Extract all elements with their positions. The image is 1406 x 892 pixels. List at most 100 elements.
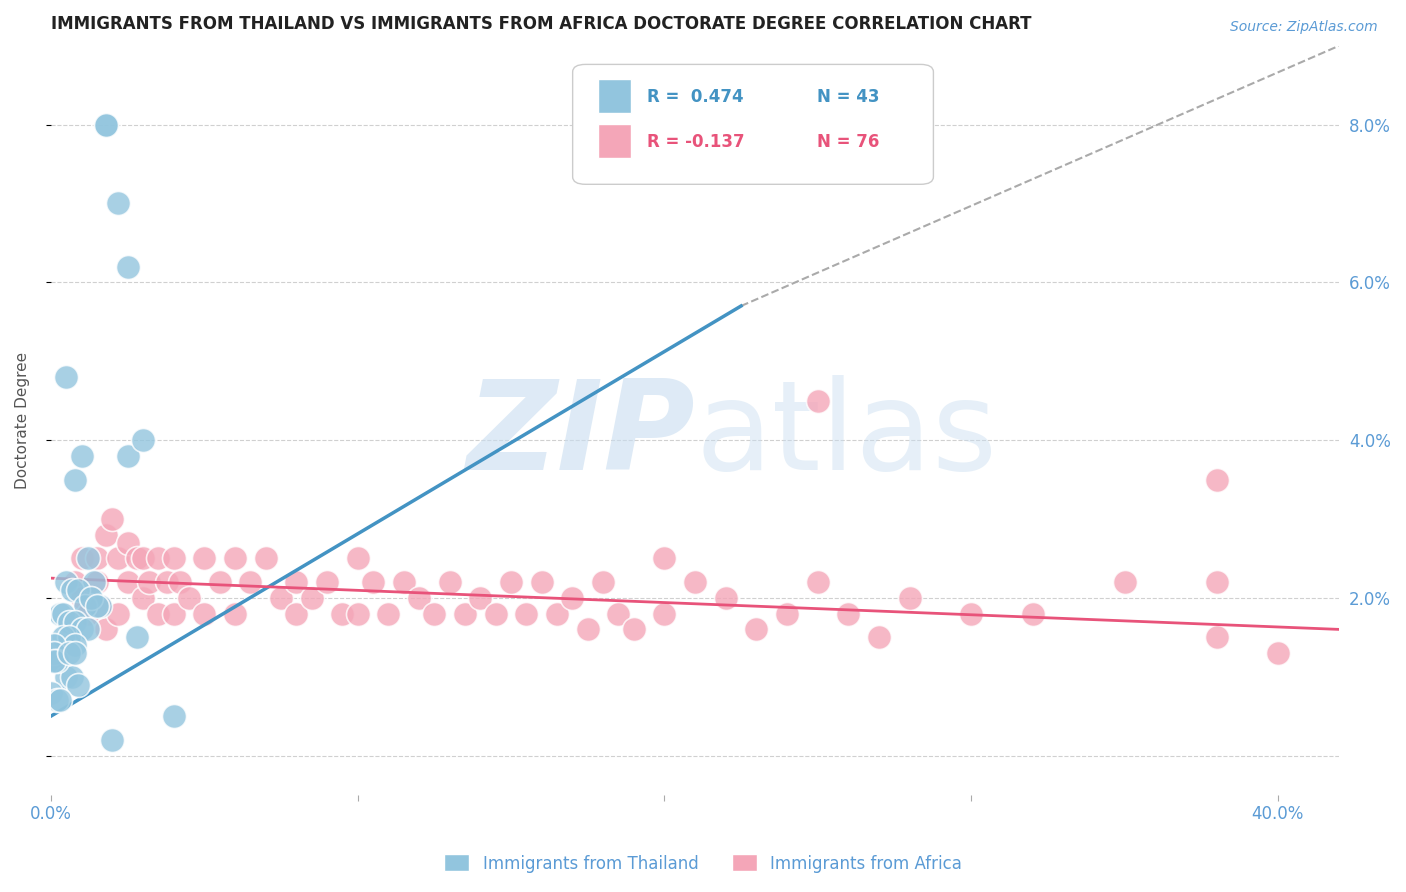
Point [39, 685, 62, 699]
Point [117, 449, 139, 463]
Point [485, 607, 508, 621]
Point [86, 575, 108, 590]
Point [107, 551, 129, 566]
Point [607, 607, 630, 621]
Point [42, 654, 65, 668]
Point [960, 607, 983, 621]
Point [270, 591, 292, 605]
Point [117, 535, 139, 549]
Point [470, 591, 492, 605]
Point [807, 575, 830, 590]
Point [162, 709, 184, 723]
Point [76, 551, 98, 566]
Point [132, 591, 155, 605]
Point [623, 623, 645, 637]
Text: R = -0.137: R = -0.137 [647, 133, 745, 151]
Point [132, 551, 155, 566]
Point [576, 623, 599, 637]
Point [117, 260, 139, 274]
Point [55, 575, 77, 590]
Point [654, 551, 676, 566]
Point [73, 599, 96, 613]
Point [162, 607, 184, 621]
Point [239, 575, 262, 590]
Text: atlas: atlas [695, 375, 997, 496]
Point [330, 607, 353, 621]
Point [101, 512, 124, 526]
Point [80, 591, 103, 605]
Point [70, 449, 93, 463]
Point [1021, 607, 1043, 621]
Point [70, 591, 93, 605]
Point [224, 607, 246, 621]
Point [439, 575, 461, 590]
Point [499, 575, 522, 590]
Point [76, 623, 98, 637]
Point [65, 615, 87, 629]
Point [65, 473, 87, 487]
Point [49, 607, 72, 621]
Point [94, 118, 117, 132]
Point [285, 607, 308, 621]
Point [49, 693, 72, 707]
Point [107, 607, 129, 621]
Point [361, 575, 384, 590]
Point [65, 646, 87, 660]
Point [46, 654, 69, 668]
Point [67, 678, 90, 692]
Point [745, 623, 768, 637]
Point [346, 551, 368, 566]
Point [515, 607, 537, 621]
Point [65, 638, 87, 652]
Point [193, 551, 215, 566]
Point [94, 527, 117, 541]
Point [55, 370, 77, 384]
Point [94, 623, 117, 637]
Point [1114, 575, 1136, 590]
Point [125, 551, 148, 566]
Point [70, 551, 93, 566]
Point [316, 575, 339, 590]
Point [408, 591, 430, 605]
Point [86, 551, 108, 566]
Point [714, 591, 737, 605]
Point [60, 582, 83, 597]
Point [76, 607, 98, 621]
Point [89, 599, 111, 613]
Point [52, 607, 75, 621]
Point [169, 575, 191, 590]
Point [125, 630, 148, 644]
Point [423, 607, 446, 621]
Point [46, 654, 69, 668]
Point [683, 575, 706, 590]
Point [1205, 473, 1227, 487]
Point [177, 591, 200, 605]
Point [224, 551, 246, 566]
Point [454, 607, 477, 621]
Point [58, 630, 80, 644]
Point [132, 433, 155, 447]
Point [546, 607, 568, 621]
Point [148, 607, 170, 621]
Bar [599, 79, 631, 113]
Point [67, 582, 90, 597]
Point [837, 607, 859, 621]
Point [42, 638, 65, 652]
Point [807, 393, 830, 408]
Y-axis label: Doctorate Degree: Doctorate Degree [15, 351, 30, 489]
Point [301, 591, 323, 605]
Point [208, 575, 231, 590]
Point [254, 551, 277, 566]
Point [86, 599, 108, 613]
Text: Source: ZipAtlas.com: Source: ZipAtlas.com [1230, 20, 1378, 34]
Point [776, 607, 799, 621]
Point [377, 607, 399, 621]
Text: IMMIGRANTS FROM THAILAND VS IMMIGRANTS FROM AFRICA DOCTORATE DEGREE CORRELATION : IMMIGRANTS FROM THAILAND VS IMMIGRANTS F… [51, 15, 1032, 33]
Point [58, 646, 80, 660]
Point [55, 670, 77, 684]
Point [392, 575, 415, 590]
Point [107, 196, 129, 211]
Point [83, 575, 105, 590]
Point [156, 575, 179, 590]
Point [592, 575, 614, 590]
